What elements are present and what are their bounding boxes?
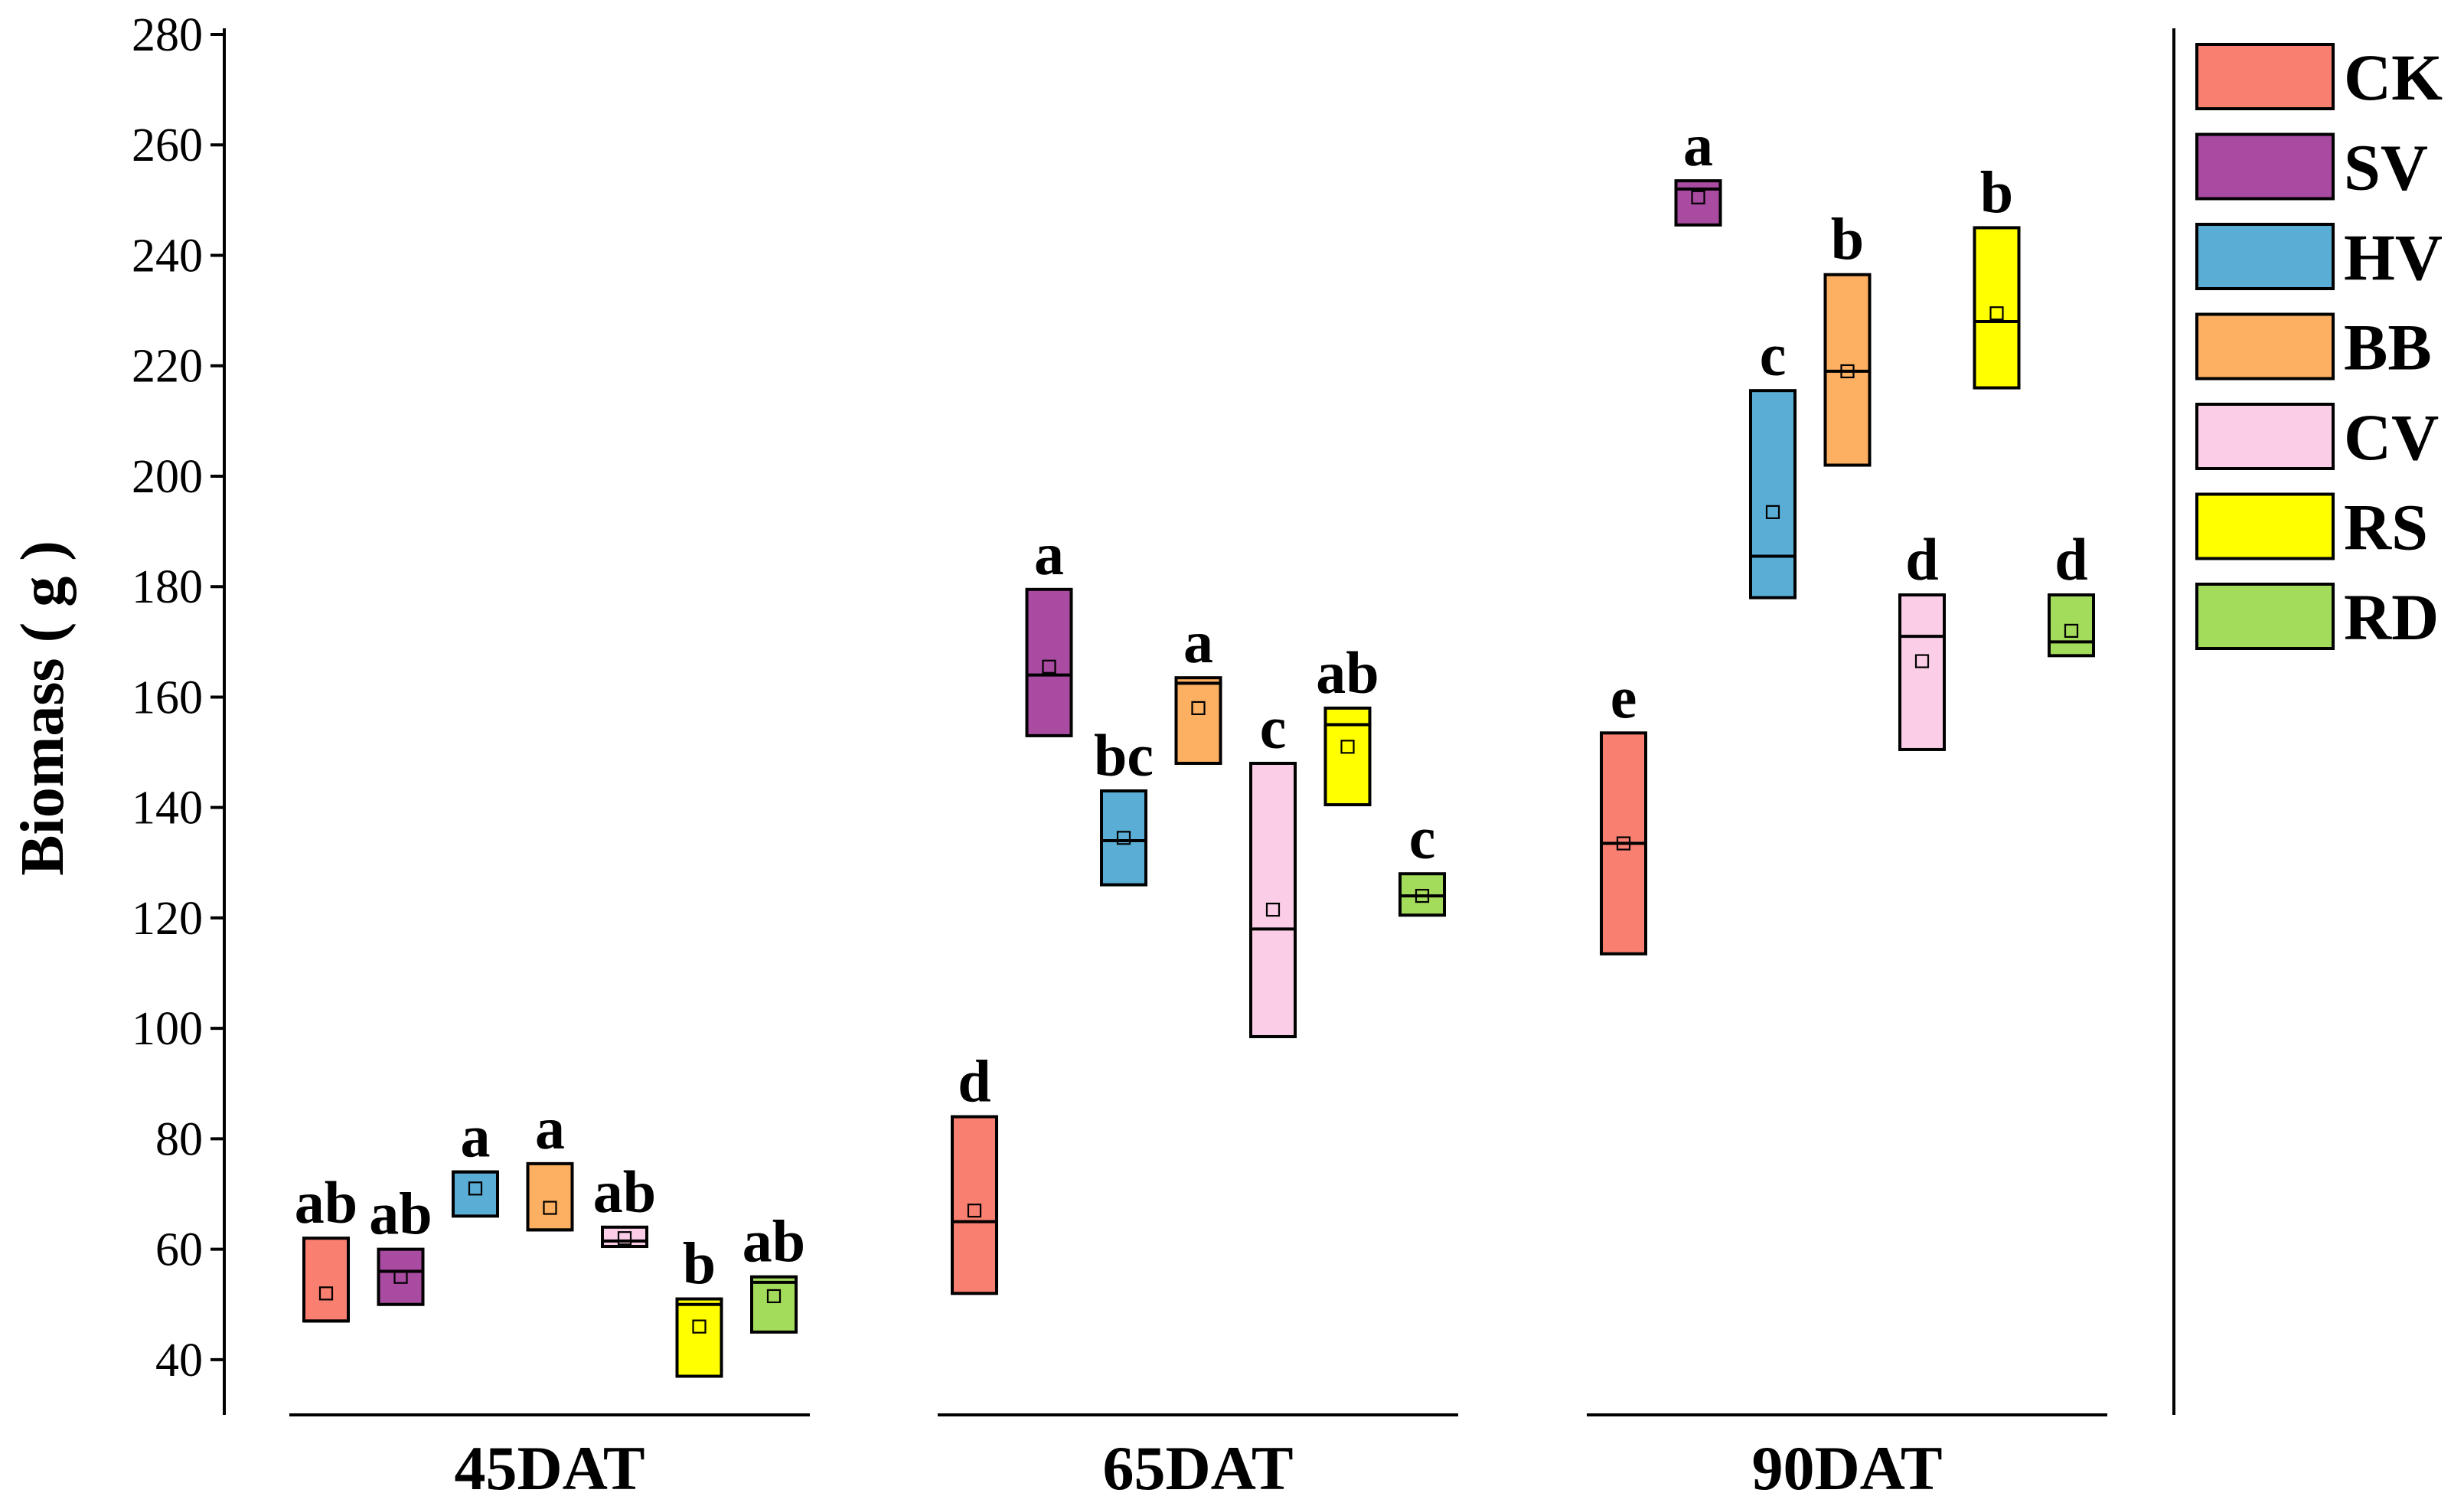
group-label: 65DAT xyxy=(1102,1433,1293,1503)
mean-marker xyxy=(468,1181,483,1196)
legend-label-sv: SV xyxy=(2344,131,2428,204)
y-tick-label: 40 xyxy=(155,1334,203,1387)
mean-marker xyxy=(1415,888,1430,903)
mean-marker xyxy=(1042,659,1056,674)
y-tick-label: 140 xyxy=(132,782,203,835)
box-hv-90dat xyxy=(1749,389,1797,599)
significance-label: a xyxy=(535,1095,565,1161)
y-tick-label: 200 xyxy=(132,451,203,503)
box-bb-65dat xyxy=(1174,676,1222,765)
y-tick-label: 220 xyxy=(132,341,203,393)
mean-marker xyxy=(967,1204,982,1218)
y-axis-title: Biomass ( g ) xyxy=(9,541,77,876)
significance-label: d xyxy=(1905,526,1938,593)
legend-swatch-ck xyxy=(2195,43,2335,110)
box-bb-45dat xyxy=(526,1161,574,1232)
mean-marker xyxy=(393,1269,408,1284)
mean-marker xyxy=(1840,364,1855,379)
mean-marker xyxy=(1116,831,1131,845)
legend-label-cv: CV xyxy=(2344,400,2439,474)
group-label: 45DAT xyxy=(454,1433,645,1503)
mean-marker xyxy=(1191,701,1206,715)
group-label: 90DAT xyxy=(1751,1433,1942,1503)
mean-marker xyxy=(1765,505,1780,519)
significance-label: c xyxy=(1260,694,1287,761)
significance-label: e xyxy=(1611,664,1637,730)
significance-label: b xyxy=(1831,206,1864,273)
box-cv-90dat xyxy=(1898,593,1946,751)
mean-marker xyxy=(692,1319,707,1334)
significance-label: b xyxy=(683,1230,716,1297)
mean-marker xyxy=(1265,903,1281,917)
box-sv-45dat xyxy=(377,1247,425,1306)
mean-marker xyxy=(318,1286,334,1301)
legend-label-hv: HV xyxy=(2344,221,2443,294)
mean-marker xyxy=(1914,654,1930,668)
significance-label: ab xyxy=(369,1181,432,1247)
mean-marker xyxy=(1691,190,1705,204)
significance-label: a xyxy=(461,1103,491,1170)
legend-swatch-bb xyxy=(2195,312,2335,381)
mean-marker xyxy=(543,1201,557,1215)
box-rs-45dat xyxy=(675,1297,723,1378)
box-rs-65dat xyxy=(1323,706,1372,807)
significance-label: d xyxy=(958,1048,990,1115)
legend-swatch-hv xyxy=(2195,223,2335,290)
axes: 40 60 80 100 120 140 160 180 200 220 240 260 280 45DA… xyxy=(132,9,2175,1503)
box-sv-65dat xyxy=(1025,587,1073,737)
legend-label-bb: BB xyxy=(2344,311,2432,384)
box-rd-45dat xyxy=(750,1275,798,1334)
mean-marker xyxy=(617,1231,632,1246)
y-tick-label: 100 xyxy=(132,1003,203,1055)
legend: CK SV HV BB CV RS RD xyxy=(2195,41,2443,654)
significance-label: a xyxy=(1183,609,1213,675)
y-tick-label: 240 xyxy=(132,230,203,282)
legend-swatch-sv xyxy=(2195,132,2335,201)
significance-label: ab xyxy=(742,1208,805,1275)
legend-swatch-rd xyxy=(2195,583,2335,650)
box-cv-45dat xyxy=(601,1225,648,1249)
box-cv-65dat xyxy=(1249,761,1297,1038)
legend-label-rd: RD xyxy=(2344,580,2439,654)
significance-label: ab xyxy=(593,1158,656,1225)
mean-marker xyxy=(2064,623,2079,638)
legend-swatch-cv xyxy=(2195,403,2335,470)
significance-label: c xyxy=(1760,322,1787,388)
legend-swatch-rs xyxy=(2195,492,2335,560)
legend-label-rs: RS xyxy=(2344,491,2428,564)
significance-label: a xyxy=(1034,521,1064,587)
significance-label: ab xyxy=(295,1169,357,1236)
mean-marker xyxy=(766,1289,782,1304)
significance-label: a xyxy=(1683,112,1713,178)
legend-label-ck: CK xyxy=(2344,41,2443,114)
significance-label: c xyxy=(1409,805,1436,871)
y-tick-label: 260 xyxy=(132,119,203,172)
significance-label: b xyxy=(1980,158,2013,225)
significance-label: d xyxy=(2054,526,2087,593)
y-tick-label: 160 xyxy=(132,671,203,724)
y-tick-label: 120 xyxy=(132,893,203,945)
mean-marker xyxy=(1340,740,1355,754)
y-tick-label: 180 xyxy=(132,561,203,613)
y-tick-label: 280 xyxy=(132,9,203,61)
box-hv-65dat xyxy=(1100,789,1147,887)
significance-label: ab xyxy=(1316,639,1379,706)
mean-marker xyxy=(1989,306,2004,321)
y-tick-label: 80 xyxy=(155,1113,203,1165)
box-ck-45dat xyxy=(302,1236,350,1323)
mean-marker xyxy=(1616,836,1631,851)
significance-label: bc xyxy=(1094,722,1154,789)
y-tick-label: 60 xyxy=(155,1224,203,1276)
box-marks xyxy=(302,179,2095,1378)
